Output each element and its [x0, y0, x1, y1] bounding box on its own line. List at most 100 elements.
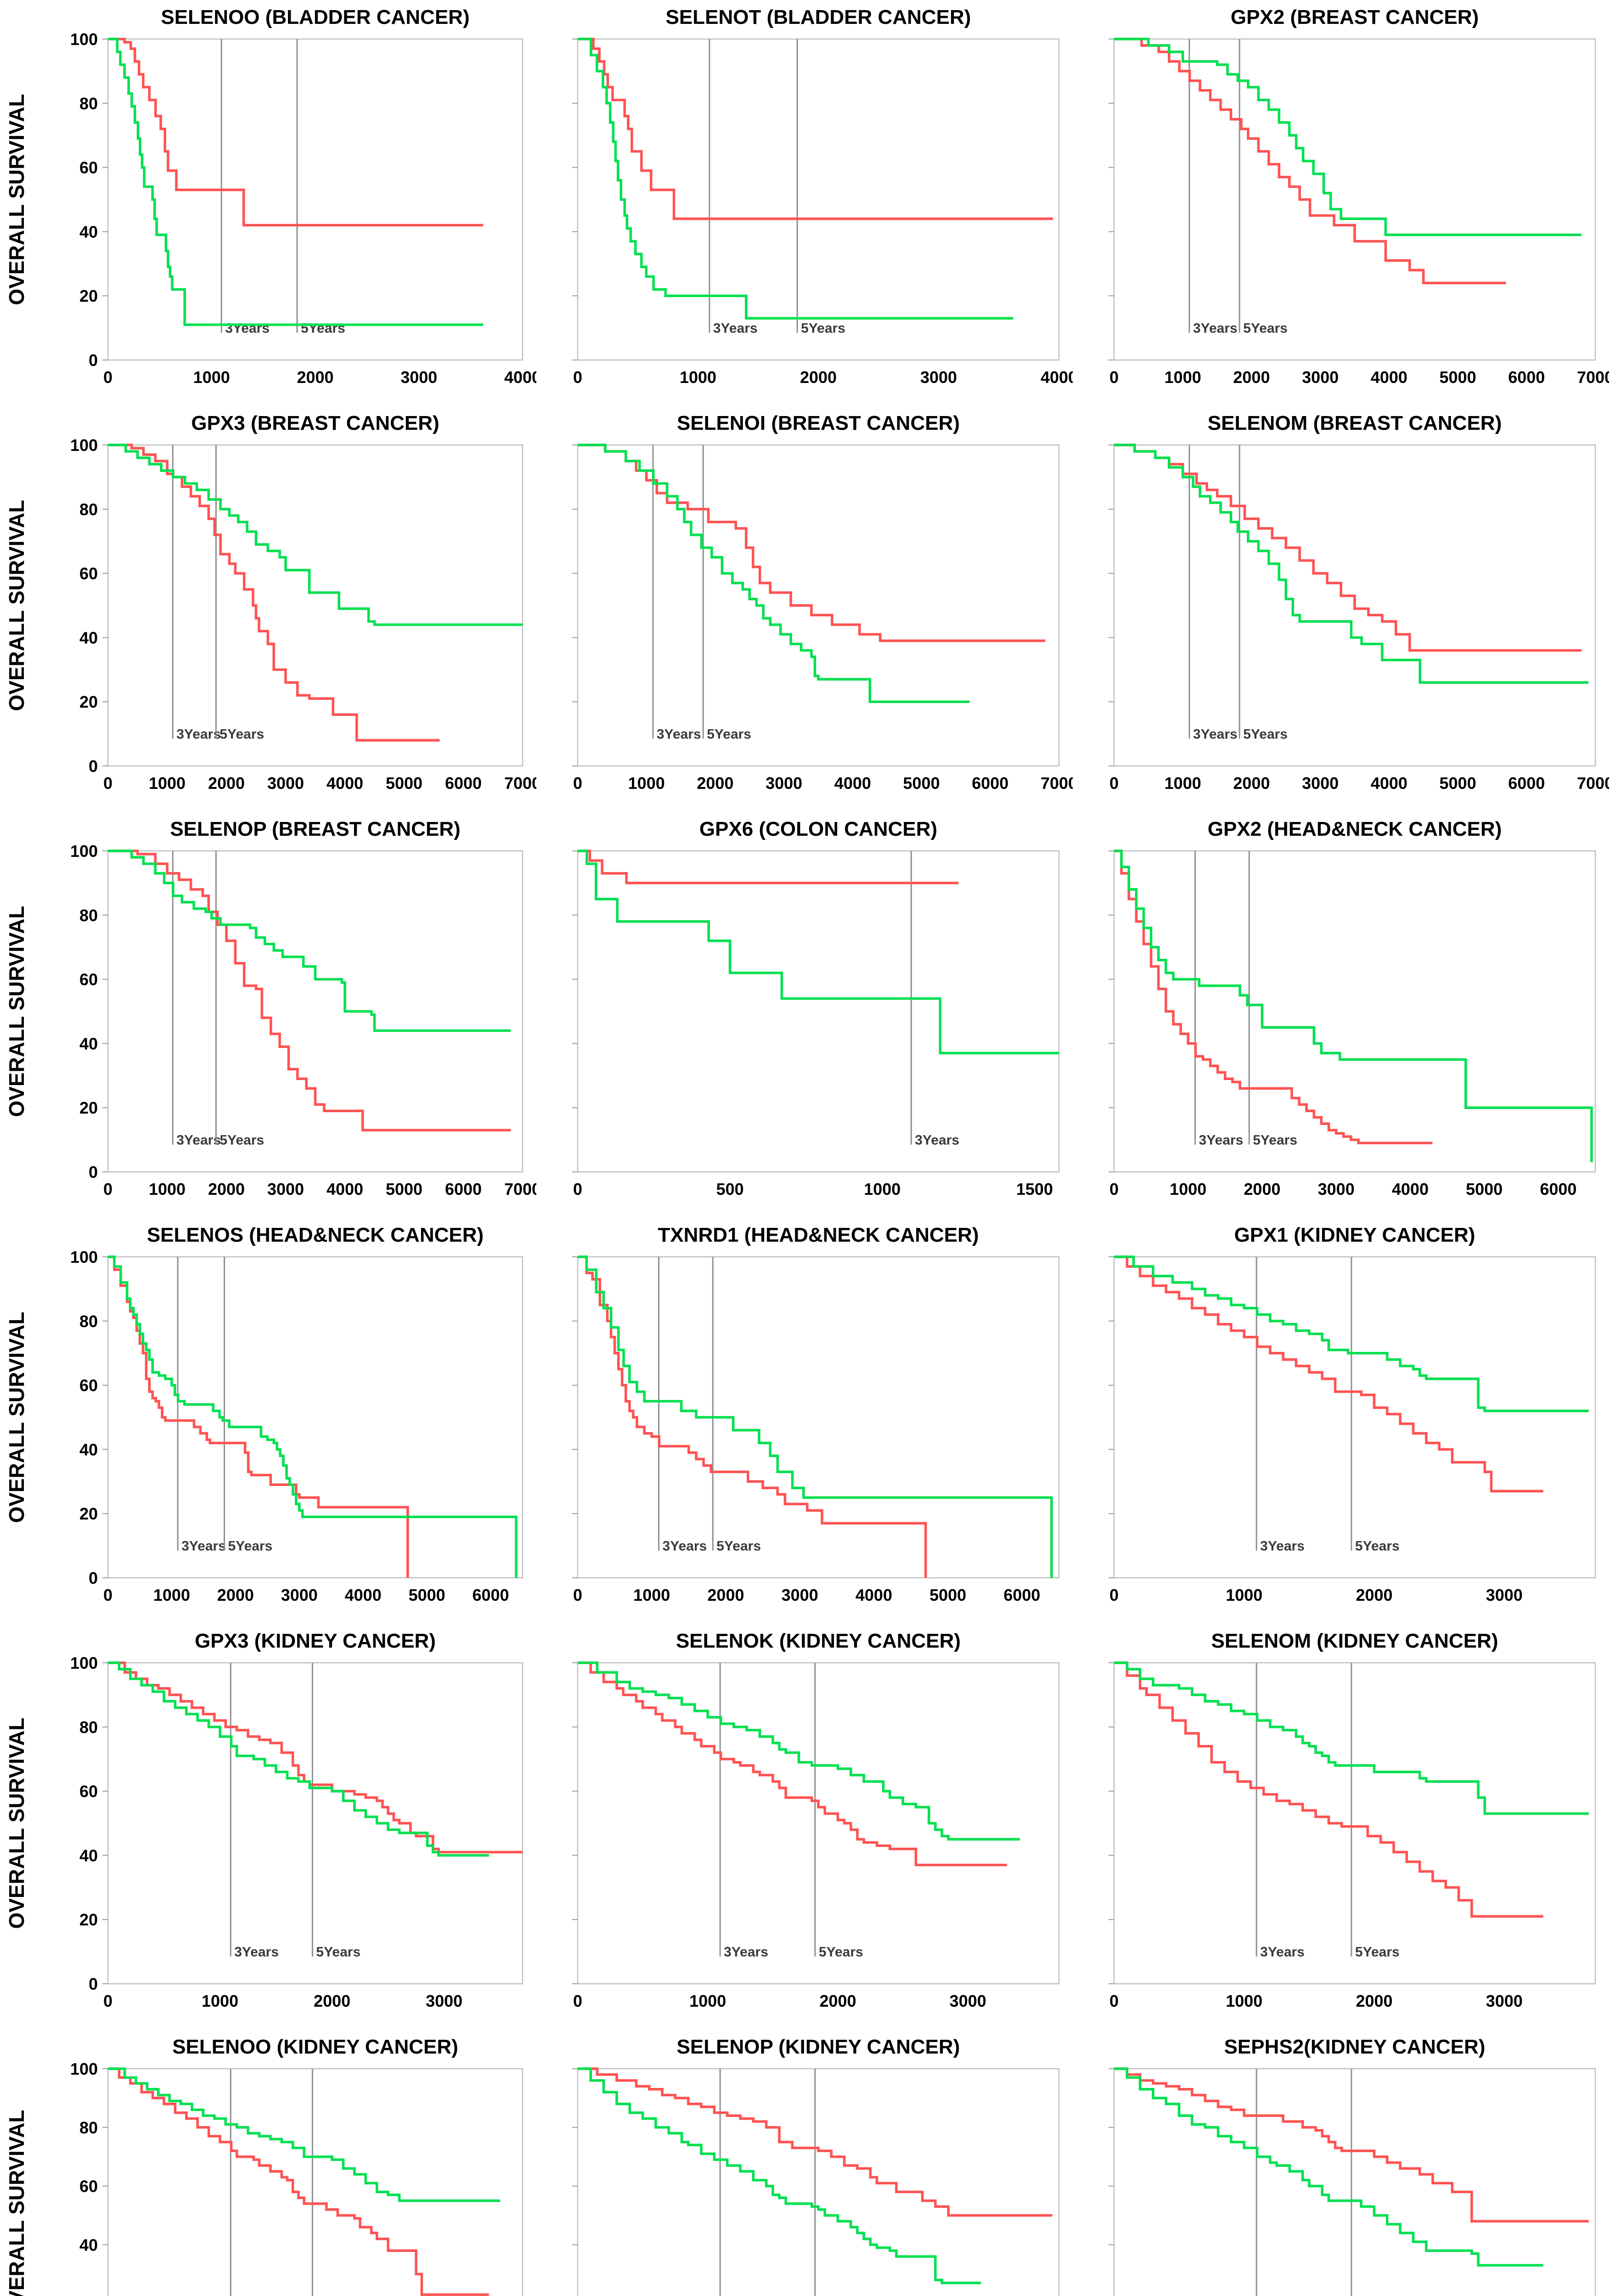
y-tick-label: 40: [79, 1440, 98, 1459]
year-marker-label: 3Years: [724, 1945, 768, 1960]
x-tick-label: 0: [103, 368, 113, 387]
x-tick-label: 2000: [297, 368, 333, 387]
km-curve-red: [1114, 1255, 1543, 1493]
plot-title: SEPHS2(KIDNEY CANCER): [1224, 2036, 1486, 2058]
x-tick-label: 6000: [972, 774, 1008, 793]
plot-title: SELENOO (BLADDER CANCER): [161, 6, 469, 28]
km-chart-svg: SEPHS2(KIDNEY CANCER)0100020003000Days3Y…: [1109, 2036, 1596, 2296]
km-plot-panel: GPX3 (KIDNEY CANCER) 0 20 40 60 80 100 OVERALL …: [0, 1624, 536, 2030]
km-plot-panel: SELENOT (BLADDER CANCER) 0 1000 2000 3000 400…: [536, 0, 1073, 406]
km-plot-panel: SELENOK (KIDNEY CANCER) 0 1000 2000 3000 3Yea…: [536, 1624, 1073, 2030]
y-tick-label: 0: [89, 351, 98, 370]
plot-area-border: [577, 1662, 1060, 1985]
plot-title: GPX3 (BREAST CANCER): [191, 412, 439, 434]
year-marker-label: 5Years: [801, 321, 845, 336]
x-tick-label: 1000: [680, 368, 716, 387]
km-curve-green: [1114, 850, 1593, 1162]
x-tick-label: 2000: [1356, 1992, 1392, 2010]
x-tick-label: 3000: [400, 368, 437, 387]
y-tick-label: 0: [89, 1975, 98, 1993]
km-curve-red: [108, 38, 484, 227]
plot-title: SELENOM (KIDNEY CANCER): [1211, 1630, 1498, 1652]
x-tick-label: 6000: [472, 1586, 509, 1604]
x-tick-label: 0: [1109, 1586, 1119, 1604]
x-tick-label: 4000: [345, 1586, 382, 1604]
plot-title: SELENOI (BREAST CANCER): [677, 412, 960, 434]
y-tick-label: 20: [79, 287, 98, 305]
plot-area-border: [1113, 1662, 1596, 1985]
km-curve-green: [578, 444, 970, 703]
plot-title: GPX6 (COLON CANCER): [699, 818, 937, 840]
km-plot-panel: GPX2 (BREAST CANCER) 0 1000 2000 3000 4000 500…: [1073, 0, 1609, 406]
year-marker-label: 3Years: [176, 1133, 221, 1148]
y-tick-label: 60: [79, 2177, 98, 2196]
y-tick-label: 20: [79, 1098, 98, 1117]
km-curve-green: [578, 1255, 1053, 1578]
plot-area-border: [577, 850, 1060, 1173]
year-marker-label: 5Years: [707, 727, 751, 742]
x-tick-label: 1000: [149, 1180, 186, 1199]
y-tick-label: 0: [89, 1163, 98, 1182]
x-tick-label: 2000: [707, 1586, 744, 1604]
y-tick-label: 100: [70, 436, 98, 455]
plot-title: SELENOM (BREAST CANCER): [1208, 412, 1502, 434]
x-tick-label: 0: [1109, 1992, 1119, 2010]
x-tick-label: 5000: [386, 774, 422, 793]
plot-title: SELENOP (BREAST CANCER): [170, 818, 460, 840]
year-marker-label: 5Years: [1355, 1945, 1400, 1960]
km-curve-green: [578, 1661, 1020, 1841]
plot-area-border: [577, 1256, 1060, 1579]
x-tick-label: 3000: [766, 774, 802, 793]
plot-area-border: [1113, 850, 1596, 1173]
x-tick-label: 6000: [1540, 1180, 1576, 1199]
plot-title: SELENOO (KIDNEY CANCER): [172, 2036, 458, 2058]
x-tick-label: 2000: [1233, 774, 1270, 793]
x-tick-label: 0: [1109, 368, 1119, 387]
plot-area-border: [107, 2068, 524, 2296]
x-tick-label: 1000: [149, 774, 186, 793]
x-tick-label: 6000: [1508, 368, 1545, 387]
x-tick-label: 7000: [1041, 774, 1073, 793]
x-tick-label: 1000: [1165, 368, 1201, 387]
y-tick-label: 80: [79, 94, 98, 113]
x-tick-label: 6000: [445, 1180, 482, 1199]
x-tick-label: 3000: [950, 1992, 986, 2010]
plot-title: SELENOS (HEAD&NECK CANCER): [147, 1224, 484, 1246]
y-tick-label: 20: [79, 692, 98, 711]
y-tick-label: 100: [70, 1654, 98, 1672]
plot-area-border: [1113, 2068, 1596, 2296]
year-marker-label: 3Years: [657, 727, 701, 742]
y-tick-label: 100: [70, 30, 98, 49]
plot-area-border: [577, 444, 1060, 767]
x-tick-label: 3000: [1318, 1180, 1355, 1199]
x-tick-label: 2000: [208, 1180, 245, 1199]
x-tick-label: 2000: [1244, 1180, 1280, 1199]
km-plot-panel: GPX3 (BREAST CANCER) 0 20 40 60 80 100 OVERALL …: [0, 406, 536, 812]
year-marker-label: 5Years: [819, 1945, 863, 1960]
x-tick-label: 5000: [1440, 368, 1476, 387]
year-marker-label: 3Years: [713, 321, 758, 336]
x-tick-label: 2000: [800, 368, 837, 387]
x-tick-label: 3000: [426, 1992, 462, 2010]
x-tick-label: 4000: [1371, 774, 1407, 793]
year-marker-label: 5Years: [1355, 1539, 1400, 1554]
km-curve-red: [108, 444, 440, 742]
km-curve-green: [108, 38, 484, 326]
y-tick-label: 80: [79, 1312, 98, 1331]
x-tick-label: 1000: [689, 1992, 726, 2010]
x-tick-label: 1000: [1165, 774, 1201, 793]
km-plot-panel: SELENOM (BREAST CANCER) 0 1000 2000 3000 4000…: [1073, 406, 1609, 812]
y-tick-label: 20: [79, 1910, 98, 1929]
km-curve-red: [1114, 444, 1582, 652]
km-chart-svg: SELENOT (BLADDER CANCER) 0 1000 2000 3000 400…: [572, 6, 1073, 387]
x-tick-label: 7000: [1577, 368, 1609, 387]
km-curve-green: [108, 444, 523, 626]
y-tick-label: 60: [79, 1376, 98, 1395]
km-plot-panel: SEPHS2(KIDNEY CANCER)0100020003000Days3Y…: [1073, 2030, 1609, 2296]
y-axis-title: OVERALL SURVIVAL: [5, 1717, 28, 1929]
year-marker-label: 3Years: [1193, 727, 1238, 742]
plot-area-border: [107, 38, 524, 361]
x-tick-label: 0: [103, 1586, 113, 1604]
km-chart-svg: GPX1 (KIDNEY CANCER) 0 1000 2000 3000 3Years 5…: [1109, 1224, 1596, 1604]
y-tick-label: 0: [89, 757, 98, 776]
